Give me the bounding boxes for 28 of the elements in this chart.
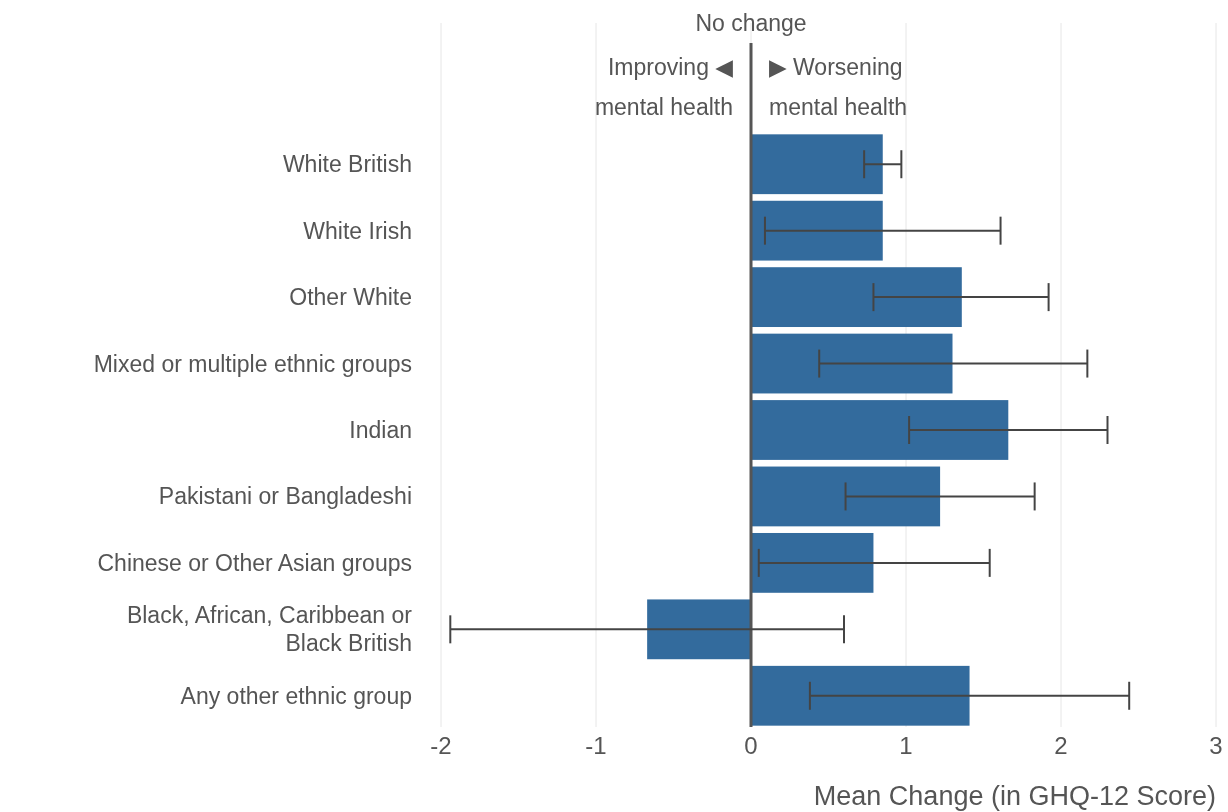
- x-tick-label: 2: [1054, 732, 1068, 759]
- text: Improving ◀ mental health: [594, 54, 734, 120]
- x-axis-title: Mean Change (in GHQ-12 Score): [813, 781, 1216, 811]
- y-tick-label: Black, African, Caribbean or Black British: [126, 602, 413, 657]
- bar: [751, 466, 941, 527]
- y-tick-label: White British: [282, 151, 412, 178]
- bar: [751, 267, 962, 328]
- y-tick-label: White Irish: [303, 217, 412, 244]
- bar: [751, 665, 970, 726]
- x-tick-label: 0: [744, 732, 758, 759]
- y-tick-label: Indian: [349, 417, 412, 443]
- text: ▶ Worsening mental health: [769, 54, 908, 120]
- bar: [751, 200, 883, 261]
- bar: [751, 532, 874, 593]
- x-tick-label: -1: [585, 732, 607, 759]
- y-tick-label: Mixed or multiple ethnic groups: [93, 350, 412, 377]
- y-tick-label: Pakistani or Bangladeshi: [158, 483, 412, 510]
- bar: [751, 134, 883, 195]
- bar: [751, 333, 953, 394]
- bar: [647, 599, 751, 660]
- x-tick-label: 1: [899, 732, 913, 759]
- x-tick-label: 3: [1209, 732, 1223, 759]
- bar: [751, 400, 1009, 460]
- y-tick-label: Other White: [289, 284, 412, 311]
- x-tick-label: -2: [430, 732, 452, 759]
- y-tick-label: Any other ethnic group: [180, 682, 412, 709]
- y-tick-label: Chinese or Other Asian groups: [97, 549, 412, 576]
- ref-line-label: No change: [695, 10, 807, 36]
